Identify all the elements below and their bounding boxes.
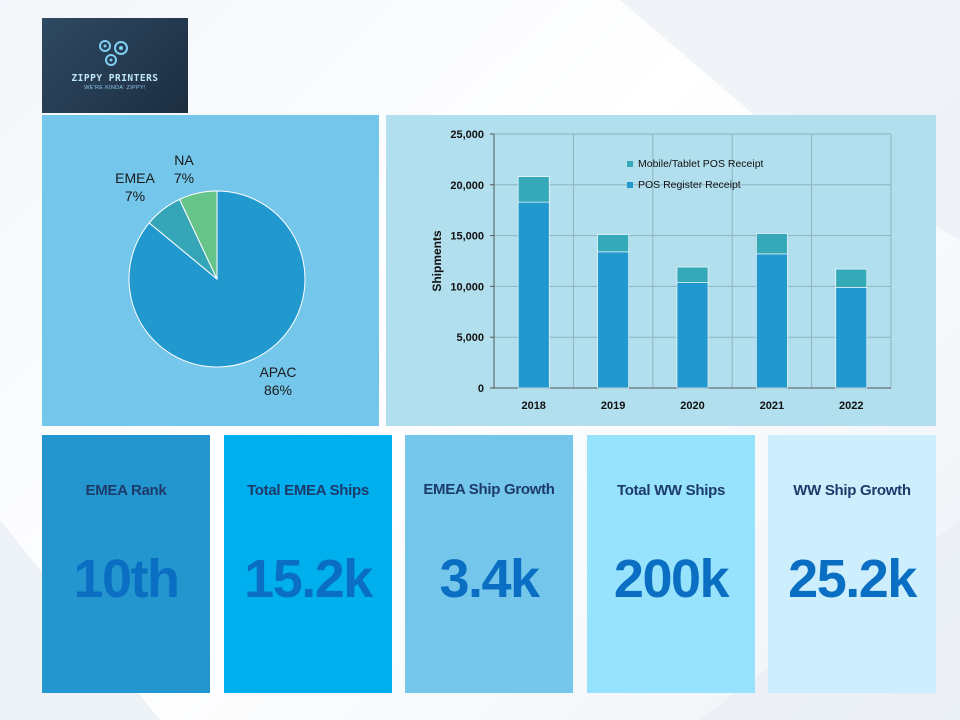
y-tick-label: 0 xyxy=(478,383,484,395)
y-tick-label: 20,000 xyxy=(450,180,484,192)
x-tick-label: 2021 xyxy=(760,400,784,412)
gears-icon xyxy=(99,40,128,66)
kpi-ww-ship-growth: WW Ship Growth 25.2k xyxy=(768,435,936,693)
y-tick-label: 25,000 xyxy=(450,129,484,141)
x-tick-label: 2022 xyxy=(839,400,863,412)
kpi-title: Total EMEA Ships xyxy=(247,482,369,499)
x-tick-label: 2018 xyxy=(521,400,545,412)
bar-mobile-tablet-2021 xyxy=(756,233,788,255)
pie-label-apac: APAC xyxy=(259,364,296,380)
logo-name: ZIPPY PRINTERS xyxy=(71,73,159,84)
bar-pos-register-2021 xyxy=(756,253,788,389)
pie-slice-apac xyxy=(128,190,306,368)
legend-swatch xyxy=(627,182,633,188)
bar-pos-register-2019 xyxy=(597,251,629,389)
y-tick-label: 10,000 xyxy=(450,281,484,293)
legend-label: POS Register Receipt xyxy=(638,179,741,191)
shipments-bar-chart-panel: 0 5,000 10,000 15,000 20,000 25,000 2018 2019 20… xyxy=(386,115,936,426)
bar-pos-register-2018 xyxy=(517,201,550,389)
bar-mobile-tablet-2020 xyxy=(676,266,709,283)
legend-label: Mobile/Tablet POS Receipt xyxy=(638,158,764,170)
pie-percent-apac: 86% xyxy=(264,382,292,398)
kpi-title: WW Ship Growth xyxy=(793,482,911,499)
bar-pos-register-2022 xyxy=(835,287,868,389)
region-pie-chart: APAC 86% EMEA 7% NA 7% xyxy=(115,152,306,398)
kpi-value: 200k xyxy=(613,549,730,609)
kpi-value: 25.2k xyxy=(788,549,917,609)
pie-label-emea: EMEA xyxy=(115,170,155,186)
y-tick-label: 15,000 xyxy=(450,231,484,243)
pie-slice-na xyxy=(178,190,218,280)
kpi-value: 10th xyxy=(73,549,180,609)
kpi-value: 3.4k xyxy=(439,549,540,609)
kpi-title: EMEA Ship Growth xyxy=(423,481,555,498)
y-tick-label: 5,000 xyxy=(456,332,484,344)
kpi-emea-ship-growth: EMEA Ship Growth 3.4k xyxy=(405,435,573,693)
pie-percent-na: 7% xyxy=(174,170,194,186)
x-tick-label: 2020 xyxy=(680,400,704,412)
kpi-title: Total WW Ships xyxy=(616,482,725,499)
bar-mobile-tablet-2022 xyxy=(835,268,868,288)
pie-label-na: NA xyxy=(174,152,194,168)
legend-swatch xyxy=(627,161,633,167)
kpi-total-emea-ships: Total EMEA Ships 15.2k xyxy=(224,435,392,693)
shipments-bar-chart: 0 5,000 10,000 15,000 20,000 25,000 2018 2019 20… xyxy=(430,129,892,412)
kpi-value: 15.2k xyxy=(244,549,373,609)
y-axis-label: Shipments xyxy=(430,230,444,292)
company-logo: ZIPPY PRINTERS WE'RE KINDA' ZIPPY! xyxy=(42,18,188,113)
pie-percent-emea: 7% xyxy=(125,188,145,204)
bar-mobile-tablet-2019 xyxy=(597,234,629,253)
x-tick-label: 2019 xyxy=(601,400,625,412)
kpi-emea-rank: EMEA Rank 10th xyxy=(42,435,210,693)
kpi-title: EMEA Rank xyxy=(85,482,167,499)
bar-mobile-tablet-2018 xyxy=(517,176,550,203)
region-pie-chart-panel: APAC 86% EMEA 7% NA 7% xyxy=(42,115,379,426)
kpi-total-ww-ships: Total WW Ships 200k xyxy=(587,435,755,693)
logo-tagline: WE'RE KINDA' ZIPPY! xyxy=(84,85,146,91)
bar-pos-register-2020 xyxy=(676,282,709,389)
